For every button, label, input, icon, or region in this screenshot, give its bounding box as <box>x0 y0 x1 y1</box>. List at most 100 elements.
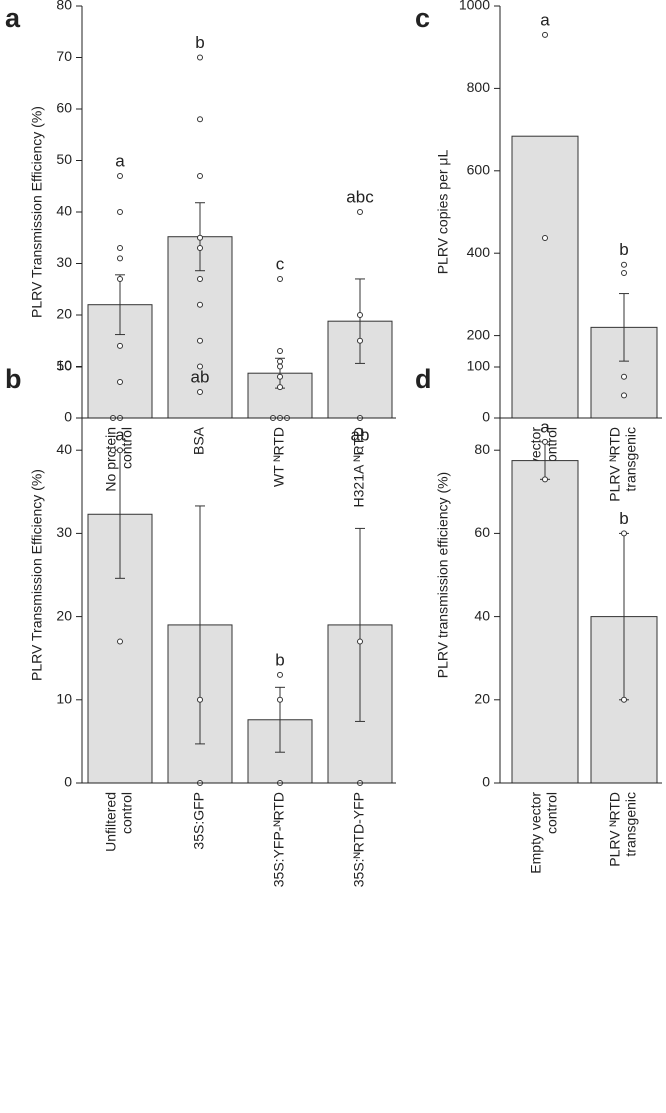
y-tick-label: 20 <box>56 607 72 623</box>
y-tick-label: 600 <box>467 162 491 178</box>
significance-letter: b <box>275 650 284 669</box>
data-point <box>277 275 283 282</box>
x-tick-label: transgenic <box>623 792 639 857</box>
significance-letter: c <box>276 254 285 273</box>
data-point <box>197 245 203 252</box>
x-tick-label: BSA <box>191 426 207 455</box>
x-tick-label: 35S:ᴺRTD-YFP <box>351 792 367 887</box>
x-tick-label: 35S:YFP-ᴺRTD <box>271 792 287 887</box>
data-point <box>197 337 203 344</box>
data-point <box>357 337 363 344</box>
y-tick-label: 0 <box>64 774 72 790</box>
data-point <box>110 447 116 454</box>
data-point <box>542 234 548 241</box>
y-tick-label: 40 <box>56 203 72 219</box>
panel-label: c <box>415 3 430 33</box>
data-point <box>197 696 203 703</box>
data-point <box>197 234 203 241</box>
y-tick-label: 30 <box>56 254 72 270</box>
data-point <box>117 447 123 454</box>
data-point <box>277 671 283 678</box>
data-point <box>117 209 123 215</box>
x-tick-label: 35S:GFP <box>191 792 207 850</box>
data-point <box>542 476 548 483</box>
significance-letter: b <box>619 240 628 259</box>
data-point <box>117 342 123 349</box>
y-tick-label: 50 <box>56 358 72 374</box>
x-tick-label: No protein <box>103 427 119 492</box>
y-axis-label: PLRV copies per μL <box>435 150 451 275</box>
y-tick-label: 80 <box>474 441 490 457</box>
panel-label: b <box>5 364 22 394</box>
data-point <box>277 373 283 380</box>
y-tick-label: 30 <box>56 524 72 540</box>
y-tick-label: 20 <box>56 306 72 322</box>
panel-label: a <box>5 3 21 33</box>
data-point <box>117 245 123 252</box>
data-point <box>117 378 123 385</box>
data-point <box>621 392 627 399</box>
y-axis-label: PLRV transmission efficiency (%) <box>435 472 451 678</box>
data-point <box>277 363 283 370</box>
data-point <box>197 388 203 395</box>
y-tick-label: 100 <box>467 358 491 374</box>
data-point <box>357 209 363 215</box>
x-tick-label: Unfiltered <box>103 792 119 852</box>
y-tick-label: 0 <box>64 409 72 425</box>
y-tick-label: 0 <box>482 409 490 425</box>
y-tick-label: 1000 <box>459 0 490 13</box>
significance-letter: abc <box>346 187 374 206</box>
y-tick-label: 60 <box>474 524 490 540</box>
y-tick-label: 40 <box>56 441 72 457</box>
data-point <box>621 696 627 703</box>
data-point <box>197 116 203 123</box>
y-tick-label: 0 <box>482 774 490 790</box>
y-tick-label: 200 <box>467 326 491 342</box>
x-tick-label: H321A ᴺRTD <box>351 427 367 507</box>
y-axis-label: PLRV Transmission Efficiency (%) <box>29 106 45 318</box>
data-point <box>277 384 283 391</box>
data-point <box>621 530 627 537</box>
y-tick-label: 800 <box>467 79 491 95</box>
y-tick-label: 80 <box>56 0 72 13</box>
data-point <box>277 358 283 365</box>
data-point <box>621 261 627 268</box>
y-tick-label: 10 <box>56 357 72 373</box>
x-tick-label: Empty vector <box>528 792 544 874</box>
data-point <box>277 696 283 703</box>
data-point <box>542 31 548 38</box>
y-tick-label: 70 <box>56 48 72 64</box>
panel-label: d <box>415 364 432 394</box>
data-point <box>542 438 548 445</box>
significance-letter: a <box>115 151 125 170</box>
y-tick-label: 20 <box>474 691 490 707</box>
x-tick-label: transgenic <box>623 427 639 492</box>
data-point <box>117 275 123 282</box>
x-tick-label: PLRV ᴺRTD <box>607 427 623 502</box>
significance-letter: ab <box>351 426 370 445</box>
significance-letter: b <box>619 509 628 528</box>
data-point <box>277 348 283 355</box>
data-point <box>621 373 627 380</box>
significance-letter: ab <box>191 367 210 386</box>
data-point <box>197 363 203 370</box>
significance-letter: a <box>540 10 550 29</box>
y-tick-label: 60 <box>56 100 72 116</box>
x-tick-label: PLRV ᴺRTD <box>607 792 623 867</box>
significance-letter: a <box>115 426 125 445</box>
bar <box>511 460 579 784</box>
data-point <box>117 255 123 262</box>
x-tick-label: control <box>544 792 560 834</box>
x-tick-label: control <box>119 792 135 834</box>
bar <box>511 135 579 419</box>
data-point <box>197 301 203 308</box>
data-point <box>197 54 203 61</box>
data-point <box>197 275 203 282</box>
data-point <box>117 638 123 645</box>
x-tick-label: control <box>544 427 560 469</box>
data-point <box>357 638 363 645</box>
significance-letter: a <box>540 417 550 436</box>
data-point <box>621 269 627 276</box>
y-tick-label: 50 <box>56 151 72 167</box>
data-point <box>197 172 203 179</box>
